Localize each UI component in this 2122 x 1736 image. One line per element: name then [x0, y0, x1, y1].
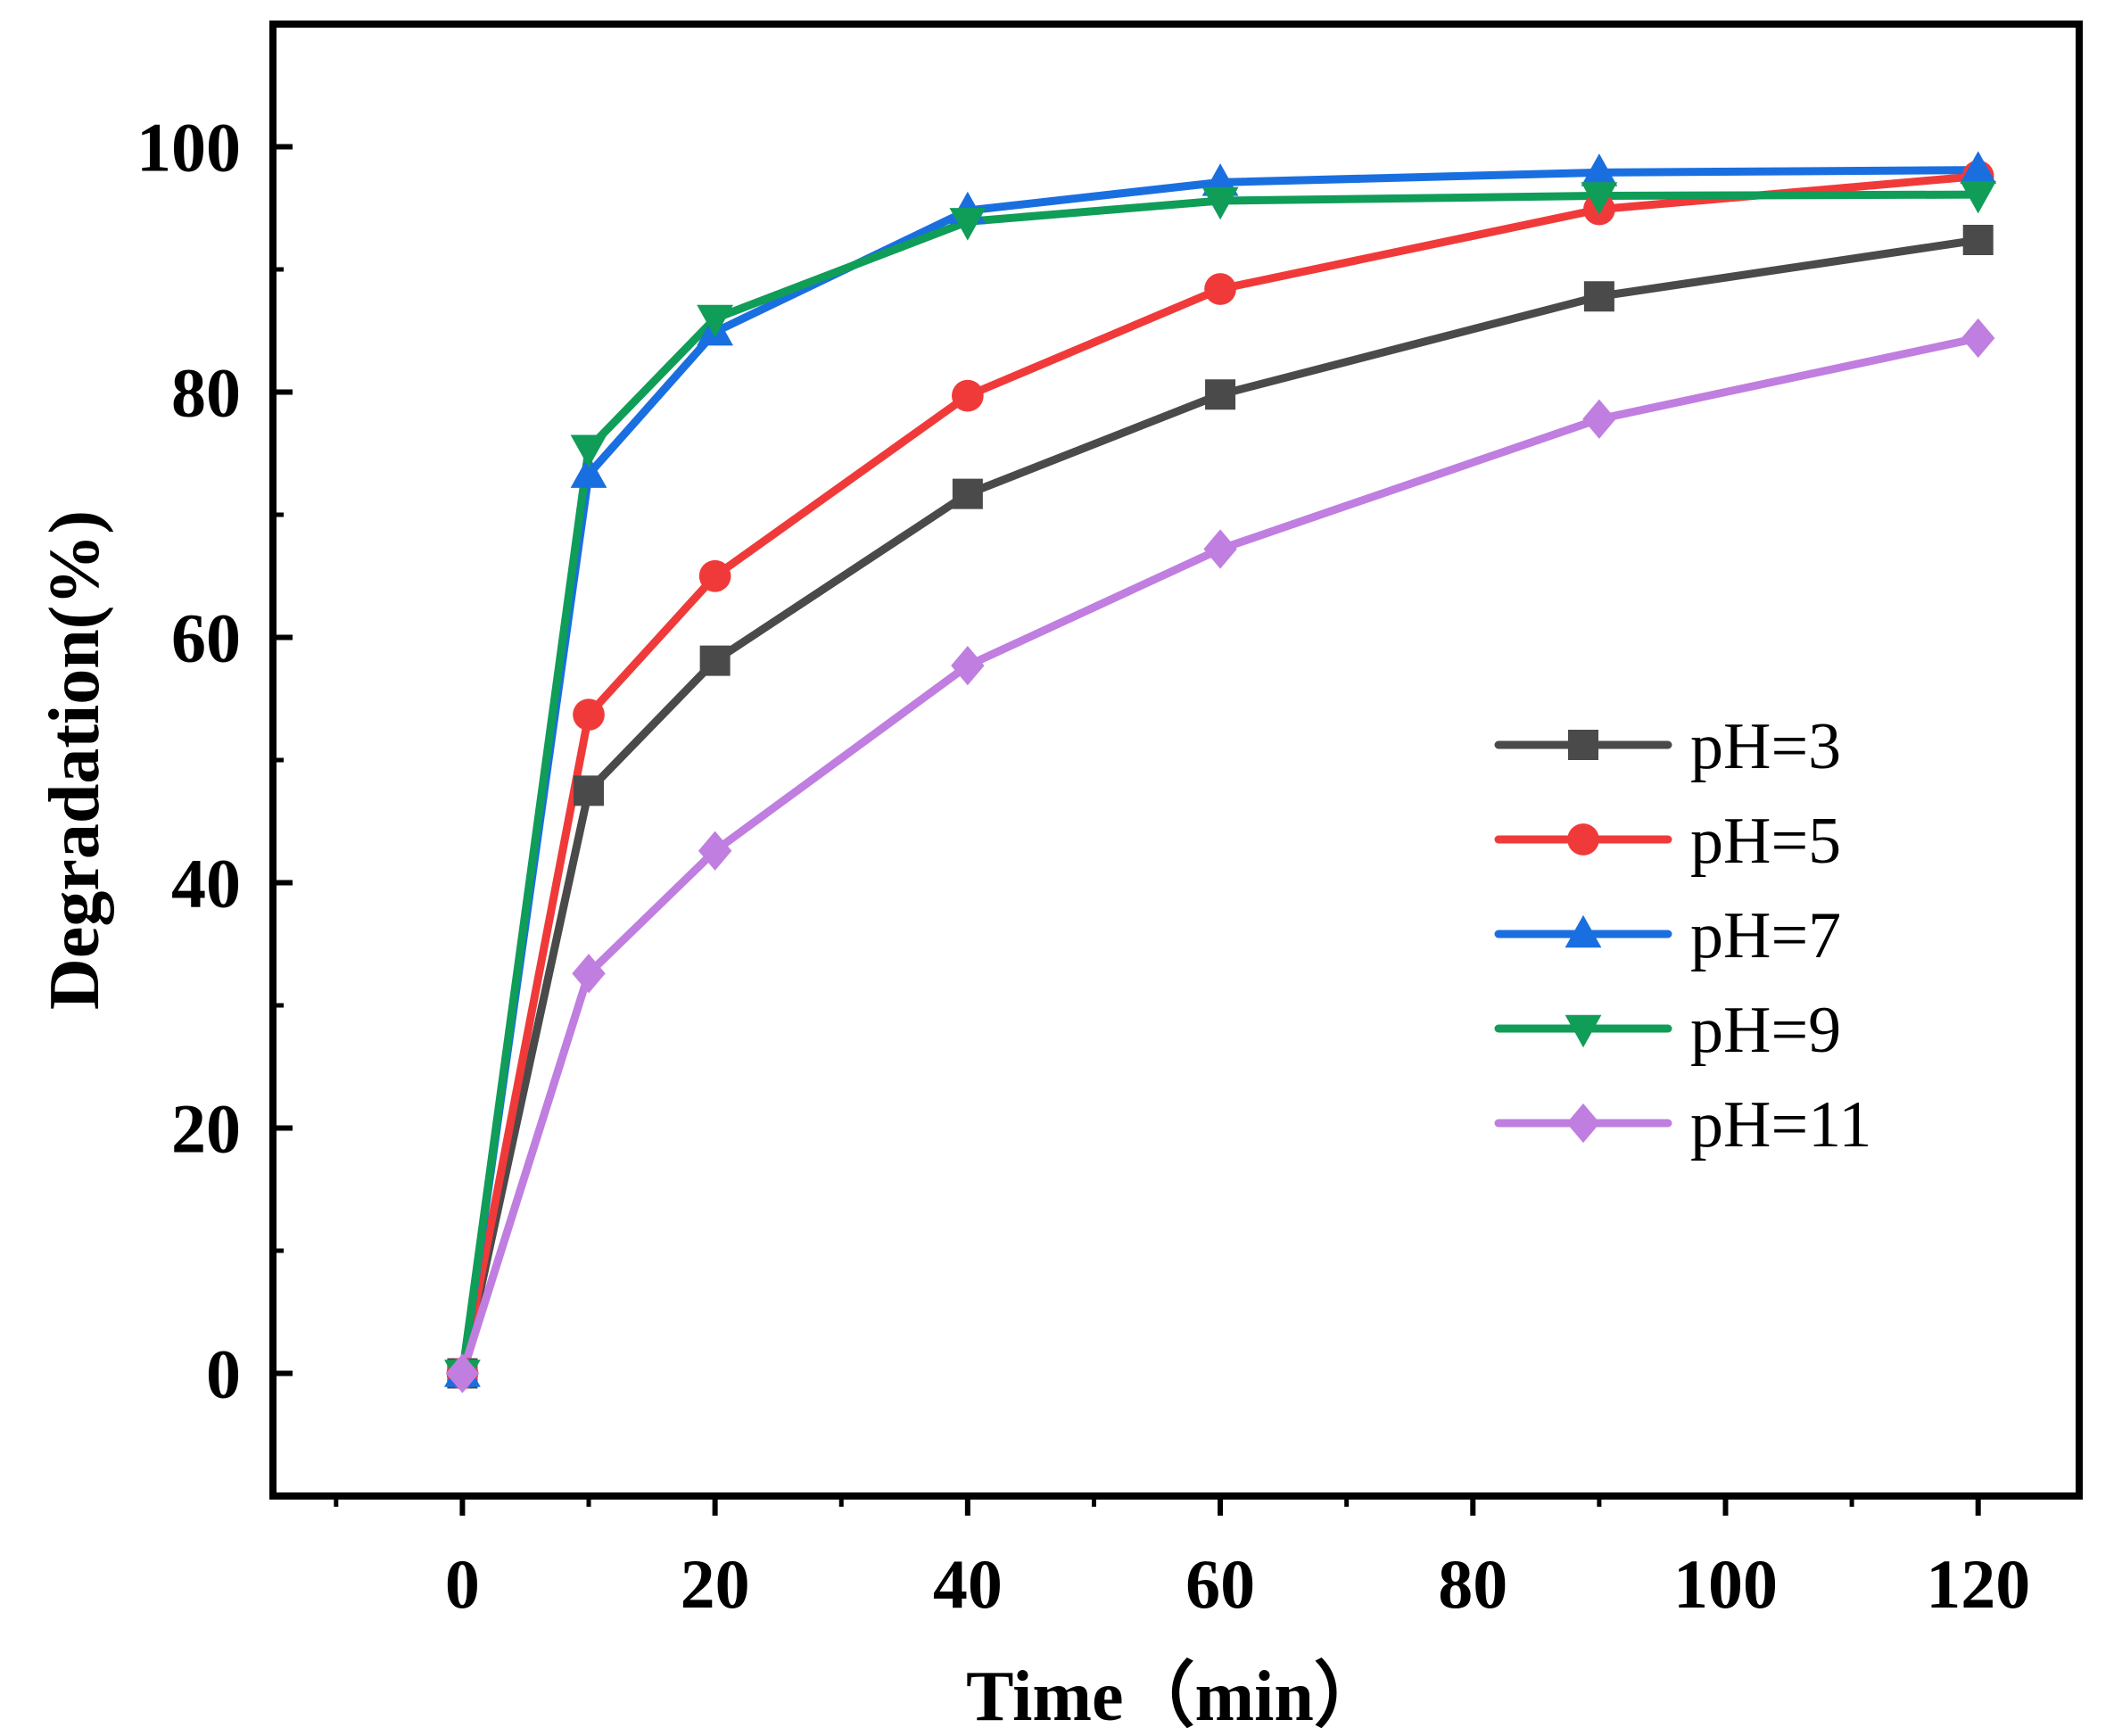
x-tick-label: 100 [1673, 1545, 1778, 1623]
data-point-pH=11-t60 [1203, 529, 1237, 569]
data-point-pH=9-t40 [949, 208, 987, 241]
x-tick-label: 20 [681, 1545, 750, 1623]
legend-marker-pH=9 [1565, 1014, 1602, 1048]
data-point-pH=3-t20 [699, 645, 731, 676]
y-axis-title: Degradation(%) [36, 510, 114, 1010]
legend: pH=3 pH=5 pH=7 pH=9 pH=11 [1494, 710, 1871, 1161]
data-point-pH=11-t10 [572, 954, 606, 994]
x-tick-label: 80 [1438, 1545, 1507, 1623]
y-tick-label: 40 [171, 845, 241, 922]
data-point-pH=11-t90 [1582, 399, 1616, 439]
data-point-pH=3-t120 [1962, 225, 1994, 255]
legend-marker-pH=7 [1565, 914, 1602, 948]
data-point-pH=7-t120 [1960, 151, 1997, 184]
data-point-pH=11-t120 [1961, 318, 1995, 359]
y-tick-label: 20 [171, 1090, 241, 1168]
data-point-pH=3-t40 [952, 478, 983, 509]
data-point-pH=9-t120 [1960, 180, 1997, 214]
data-point-pH=7-t90 [1581, 153, 1618, 186]
data-point-pH=5-t40 [951, 379, 984, 412]
data-point-pH=11-t0 [445, 1353, 480, 1393]
x-axis-title: Time（min） [966, 1657, 1385, 1736]
data-point-pH=5-t60 [1204, 273, 1236, 305]
y-tick-label: 0 [206, 1335, 241, 1413]
legend-label: pH=3 [1690, 710, 1841, 783]
data-point-pH=9-t20 [697, 304, 734, 338]
data-point-pH=11-t20 [698, 831, 732, 871]
y-tick-label: 80 [171, 354, 241, 432]
legend-marker-pH=5 [1567, 823, 1599, 856]
x-tick-label: 120 [1926, 1545, 2030, 1623]
y-tick-label: 60 [171, 599, 241, 677]
data-point-pH=11-t40 [951, 646, 985, 686]
x-tick-label: 40 [933, 1545, 1003, 1623]
data-point-pH=7-t10 [570, 455, 607, 488]
data-point-pH=9-t90 [1581, 182, 1618, 215]
data-point-pH=5-t10 [573, 699, 605, 731]
legend-marker-pH=11 [1566, 1103, 1600, 1144]
x-tick-label: 60 [1185, 1545, 1255, 1623]
data-point-pH=3-t10 [574, 775, 605, 806]
legend-marker-pH=3 [1568, 730, 1598, 760]
data-point-pH=9-t10 [570, 434, 607, 467]
data-point-pH=5-t20 [698, 559, 731, 592]
legend-label: pH=9 [1690, 994, 1841, 1067]
x-tick-label: 0 [445, 1545, 480, 1623]
y-tick-label: 100 [136, 109, 241, 186]
data-point-pH=3-t60 [1205, 379, 1236, 410]
legend-label: pH=5 [1690, 805, 1841, 878]
data-point-pH=9-t60 [1201, 186, 1239, 220]
data-point-pH=3-t90 [1583, 281, 1614, 312]
legend-label: pH=11 [1690, 1088, 1871, 1161]
legend-label: pH=7 [1690, 899, 1841, 972]
